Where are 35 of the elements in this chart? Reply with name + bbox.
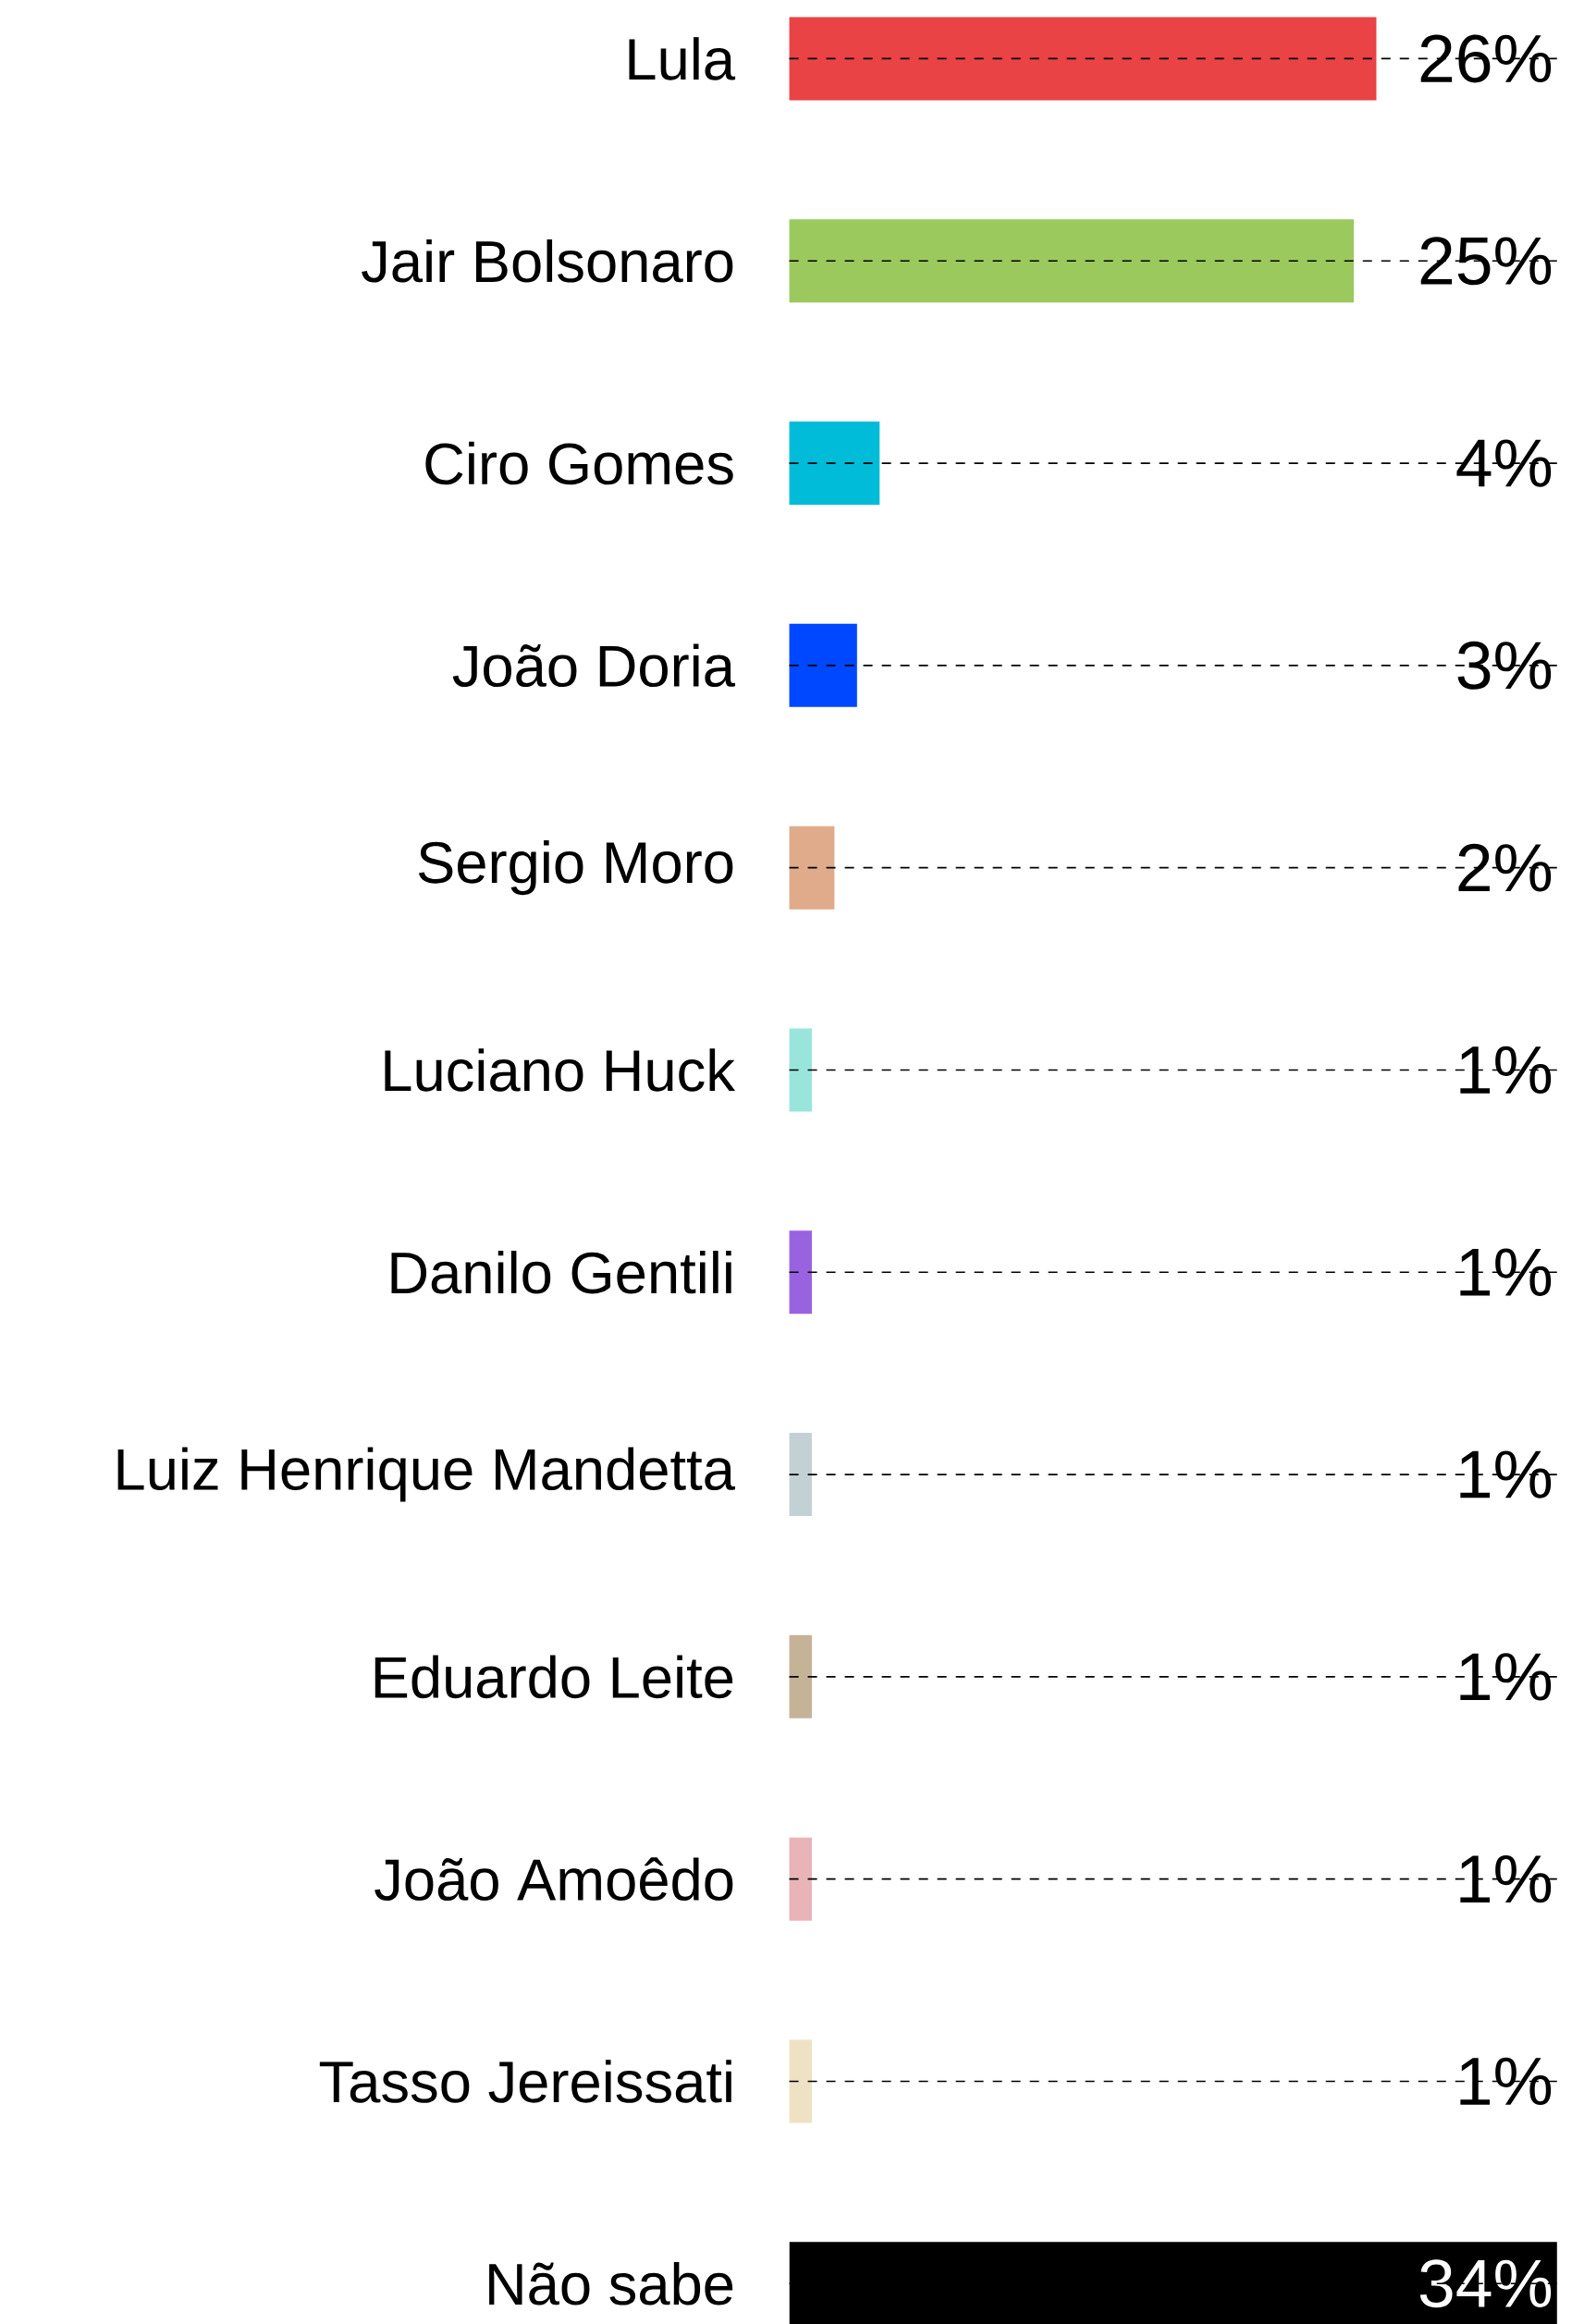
bar <box>789 1230 812 1315</box>
data-label: 26% <box>1420 34 1551 83</box>
bar <box>789 1837 812 1921</box>
y-tick-label: Luciano Huck <box>385 1048 735 1092</box>
data-label: 2% <box>1458 843 1551 892</box>
data-label: 1% <box>1460 1855 1551 1903</box>
y-tick-label: João Amoêdo <box>374 1857 733 1902</box>
bar <box>789 219 1354 303</box>
bar <box>789 17 1377 101</box>
y-tick-label: Não sabe <box>488 2262 732 2306</box>
bar <box>789 1028 812 1112</box>
y-tick-label: Danilo Gentili <box>391 1250 731 1294</box>
bar <box>789 623 857 707</box>
y-tick-label: Luiz Henrique Mandetta <box>117 1447 735 1502</box>
y-tick-label: Tasso Jereissati <box>319 2060 731 2103</box>
bar <box>789 1433 812 1517</box>
data-label: 1% <box>1460 1653 1551 1701</box>
data-label: 1% <box>1460 1046 1551 1095</box>
bar <box>789 826 835 910</box>
y-tick-label: João Doria <box>452 643 735 688</box>
data-label: 1% <box>1460 1450 1551 1498</box>
bar <box>789 422 880 506</box>
data-label: 34% <box>1419 2259 1551 2308</box>
y-tick-label: Lula <box>629 37 735 80</box>
data-label: 1% <box>1460 2057 1551 2106</box>
data-label: 4% <box>1456 439 1551 487</box>
y-tick-label: Ciro Gomes <box>425 441 733 485</box>
y-tick-label: Eduardo Leite <box>375 1655 732 1699</box>
bar <box>789 1634 812 1719</box>
y-tick-label: Sergio Moro <box>418 840 733 896</box>
bar <box>789 2039 812 2123</box>
y-tick-label: Jair Bolsonaro <box>361 239 733 283</box>
data-label: 25% <box>1420 237 1551 286</box>
data-label: 1% <box>1460 1248 1551 1296</box>
data-label: 3% <box>1457 641 1551 690</box>
